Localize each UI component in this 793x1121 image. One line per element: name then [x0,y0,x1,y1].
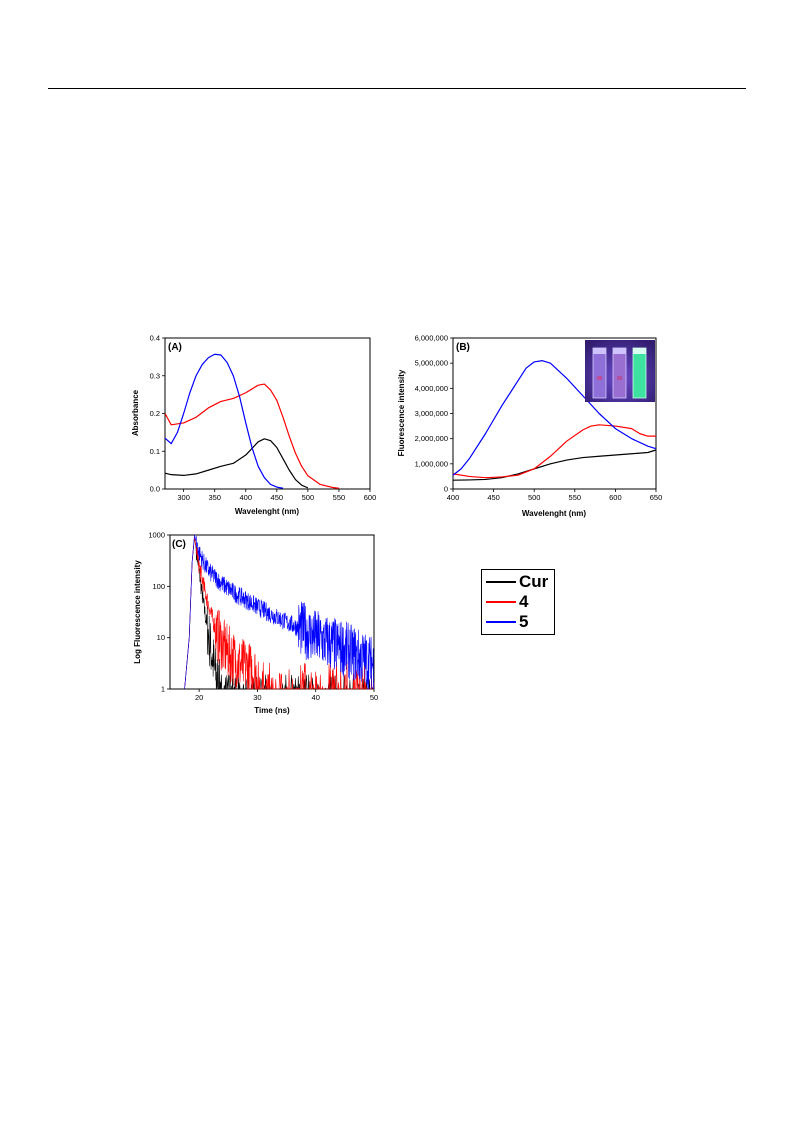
x-tick-label: 400 [239,493,252,502]
panel-label: (B) [456,342,470,353]
y-tick-label: 6,000,000 [415,334,448,343]
series-group [452,360,657,481]
series-group [164,353,340,489]
y-axis-label: Fluorescence intensity [397,369,406,456]
y-tick-label: 1 [161,685,165,694]
cuvette-4 [612,347,627,399]
x-tick-label: 40 [312,693,320,702]
x-tick-label: 30 [253,693,261,702]
y-axis-label: Log Fluorescence intensity [133,560,142,664]
tick-group: 20 30 40 50 1 10 100 1000 [148,531,378,703]
x-tick-label: 300 [177,493,190,502]
tick-group: 300 350 400 450 500 550 600 0.0 0.1 0.2 0.3 0.4 [150,334,377,503]
chart-a: 300 350 400 450 500 550 600 0.0 0.1 0.2 0.3 0.4 (A)… [131,334,377,517]
x-tick-label: 650 [650,493,663,502]
x-tick-label: 20 [195,693,203,702]
panel-label: (C) [172,539,186,550]
chart-c: 20 30 40 50 1 10 100 1000 (C) Time (ns) Log Flu… [133,531,378,716]
series-line-1 [184,537,375,690]
legend-item-cur: Cur [486,572,548,592]
y-tick-label: 0.3 [150,371,160,380]
x-tick-label: 450 [487,493,500,502]
x-tick-label: 400 [447,493,460,502]
panel-label: (A) [168,342,182,353]
x-tick-label: 500 [528,493,541,502]
x-tick-label: 50 [370,693,378,702]
legend-item-4: 4 [486,592,528,612]
tick-group: 400 450 500 550 600 650 0 1,000,000 2,000,000 3,0… [415,334,663,503]
y-tick-label: 1,000,000 [415,459,448,468]
legend-label: 4 [519,592,529,611]
cuvette-cur [592,347,607,399]
series-line-0 [452,449,657,481]
y-tick-label: 0 [444,485,448,494]
legend: Cur 4 5 [481,569,555,635]
x-tick-label: 450 [271,493,284,502]
y-tick-label: 5,000,000 [415,359,448,368]
x-tick-label: 350 [208,493,221,502]
y-tick-label: 10 [157,633,165,642]
y-tick-label: 4,000,000 [415,384,448,393]
y-tick-label: 0.1 [150,447,160,456]
series-line-2 [452,360,657,476]
legend-swatch [486,581,516,583]
chart-b: 400 450 500 550 600 650 0 1,000,000 2,000,000 3,0… [397,334,663,519]
legend-label: Cur [519,572,549,591]
y-tick-label: 1000 [148,531,165,540]
series-line-1 [164,383,340,489]
x-tick-label: 600 [364,493,377,502]
x-axis-label: Wavelenght (nm) [235,507,299,516]
cuvette-5 [632,347,647,399]
series-line-2 [164,353,284,489]
series-line-1 [452,424,656,479]
y-tick-label: 0.4 [150,334,160,343]
y-tick-label: 0.0 [150,485,160,494]
y-tick-label: 2,000,000 [415,434,448,443]
x-tick-label: 500 [302,493,315,502]
x-tick-label: 550 [333,493,346,502]
series-group [184,534,375,690]
inset-photo [585,340,655,402]
legend-label: 5 [519,612,529,631]
x-tick-label: 600 [609,493,622,502]
series-line-2 [184,534,375,690]
legend-swatch [486,601,516,603]
x-axis-label: Time (ns) [254,706,290,715]
series-line-0 [164,438,309,489]
y-axis-label: Absorbance [131,389,140,436]
y-tick-label: 100 [152,582,165,591]
series-line-0 [184,537,374,690]
plot-frame [164,337,371,490]
y-tick-label: 3,000,000 [415,409,448,418]
y-tick-label: 0.2 [150,409,160,418]
legend-swatch [486,621,516,623]
header-rule [48,88,746,89]
x-tick-label: 550 [569,493,582,502]
x-axis-label: Wavelenght (nm) [522,509,586,518]
legend-item-5: 5 [486,612,528,632]
